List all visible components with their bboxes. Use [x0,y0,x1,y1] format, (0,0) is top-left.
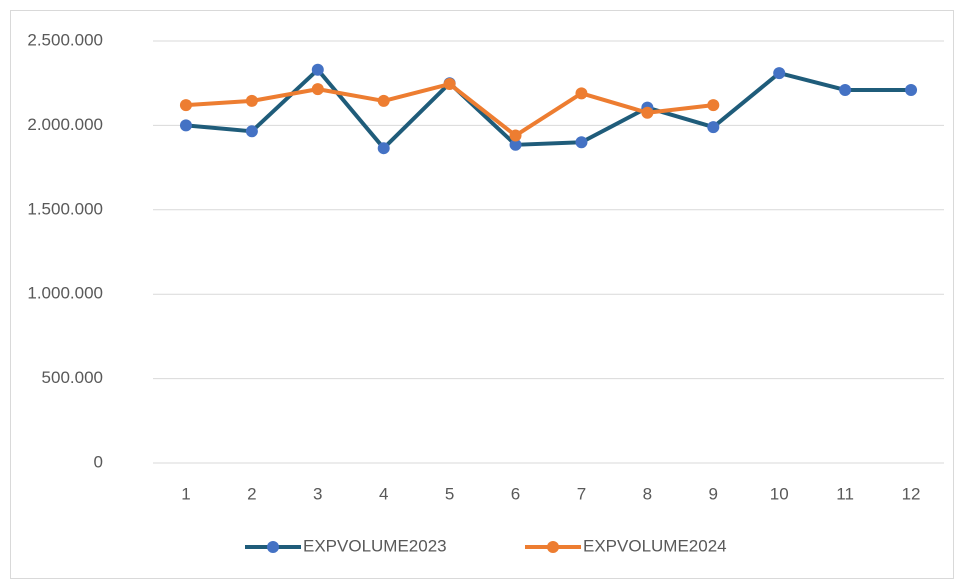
x-tick-label: 8 [643,484,652,503]
data-point [377,142,390,155]
x-tick-label: 1 [181,484,190,503]
legend-label: EXPVOLUME2024 [583,536,727,555]
x-tick-label: 10 [770,484,789,503]
legend-label: EXPVOLUME2023 [303,536,447,555]
data-point [839,83,852,96]
data-point [509,138,522,151]
x-tick-label: 9 [709,484,718,503]
series-line [185,67,912,151]
x-tick-label: 2 [247,484,256,503]
data-point [773,67,786,80]
y-tick-label: 500.000 [42,368,103,387]
data-point [311,63,324,76]
data-point [575,136,588,149]
data-point [245,94,258,107]
x-tick-label: 11 [836,484,854,503]
data-point [245,125,258,138]
y-tick-label: 2.000.000 [27,115,103,134]
data-point [707,99,720,112]
data-point [443,78,456,91]
x-tick-label: 6 [511,484,520,503]
x-tick-label: 3 [313,484,322,503]
y-tick-label: 0 [94,452,103,471]
data-point [377,94,390,107]
y-tick-label: 2.500.000 [27,30,103,49]
data-point [575,87,588,100]
data-point [311,83,324,96]
data-point [509,129,522,142]
legend-marker [547,541,559,553]
legend-marker [267,541,279,553]
x-tick-label: 5 [445,484,454,503]
x-tick-label: 12 [902,484,921,503]
x-tick-label: 4 [379,484,388,503]
data-point [905,83,918,96]
data-point [179,119,192,132]
data-point [707,121,720,134]
x-tick-label: 7 [577,484,586,503]
data-point [641,106,654,119]
y-tick-label: 1.500.000 [27,199,103,218]
data-point [179,99,192,112]
y-tick-label: 1.000.000 [27,284,103,303]
